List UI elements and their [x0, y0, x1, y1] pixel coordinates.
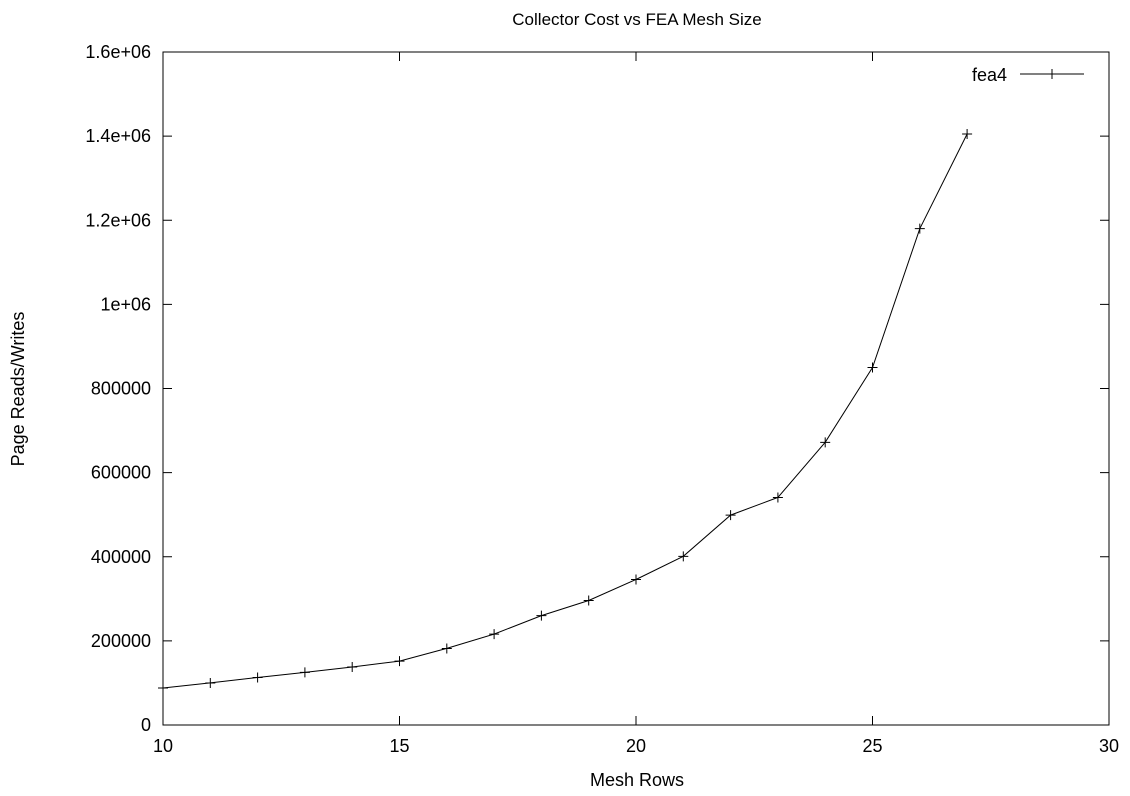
x-axis-label: Mesh Rows [590, 770, 684, 790]
data-point [441, 643, 452, 654]
data-point [631, 574, 641, 585]
x-axis: 10 15 20 25 30 [153, 52, 1119, 756]
y-tick-label: 1.2e+06 [85, 210, 151, 230]
data-point [820, 437, 831, 448]
data-point [205, 677, 216, 688]
y-tick-label: 800000 [91, 379, 151, 399]
chart-title: Collector Cost vs FEA Mesh Size [512, 10, 761, 29]
y-tick-label: 0 [141, 715, 151, 735]
y-tick-label: 1.6e+06 [85, 42, 151, 62]
data-point [962, 129, 973, 140]
data-point [583, 595, 594, 606]
series-group [158, 129, 973, 693]
y-axis-label: Page Reads/Writes [8, 312, 28, 467]
legend-marker-fea4 [1047, 69, 1057, 79]
data-point [299, 667, 310, 678]
y-tick-label: 200000 [91, 631, 151, 651]
x-tick-label: 15 [389, 736, 409, 756]
y-tick-label: 1e+06 [100, 294, 151, 314]
data-point [536, 610, 547, 621]
x-tick-label: 30 [1099, 736, 1119, 756]
y-tick-label: 400000 [91, 547, 151, 567]
legend: fea4 [972, 65, 1084, 85]
data-point [772, 492, 783, 503]
data-point [394, 656, 405, 667]
data-point [678, 551, 689, 562]
plot-frame [162, 51, 1110, 726]
data-point [158, 682, 168, 693]
data-point [347, 661, 358, 672]
x-tick-label: 10 [153, 736, 173, 756]
y-axis: 0 200000 400000 600000 800000 1e+06 1.2e+06 1.4… [85, 42, 1109, 735]
y-tick-label: 1.4e+06 [85, 126, 151, 146]
data-point [489, 629, 500, 640]
data-point [252, 672, 263, 683]
x-tick-label: 25 [862, 736, 882, 756]
data-point [867, 362, 878, 373]
data-point [725, 510, 736, 521]
series-line-fea4 [162, 133, 968, 689]
data-point [914, 223, 925, 234]
y-tick-label: 600000 [91, 463, 151, 483]
x-tick-label: 20 [626, 736, 646, 756]
legend-label-fea4: fea4 [972, 65, 1007, 85]
